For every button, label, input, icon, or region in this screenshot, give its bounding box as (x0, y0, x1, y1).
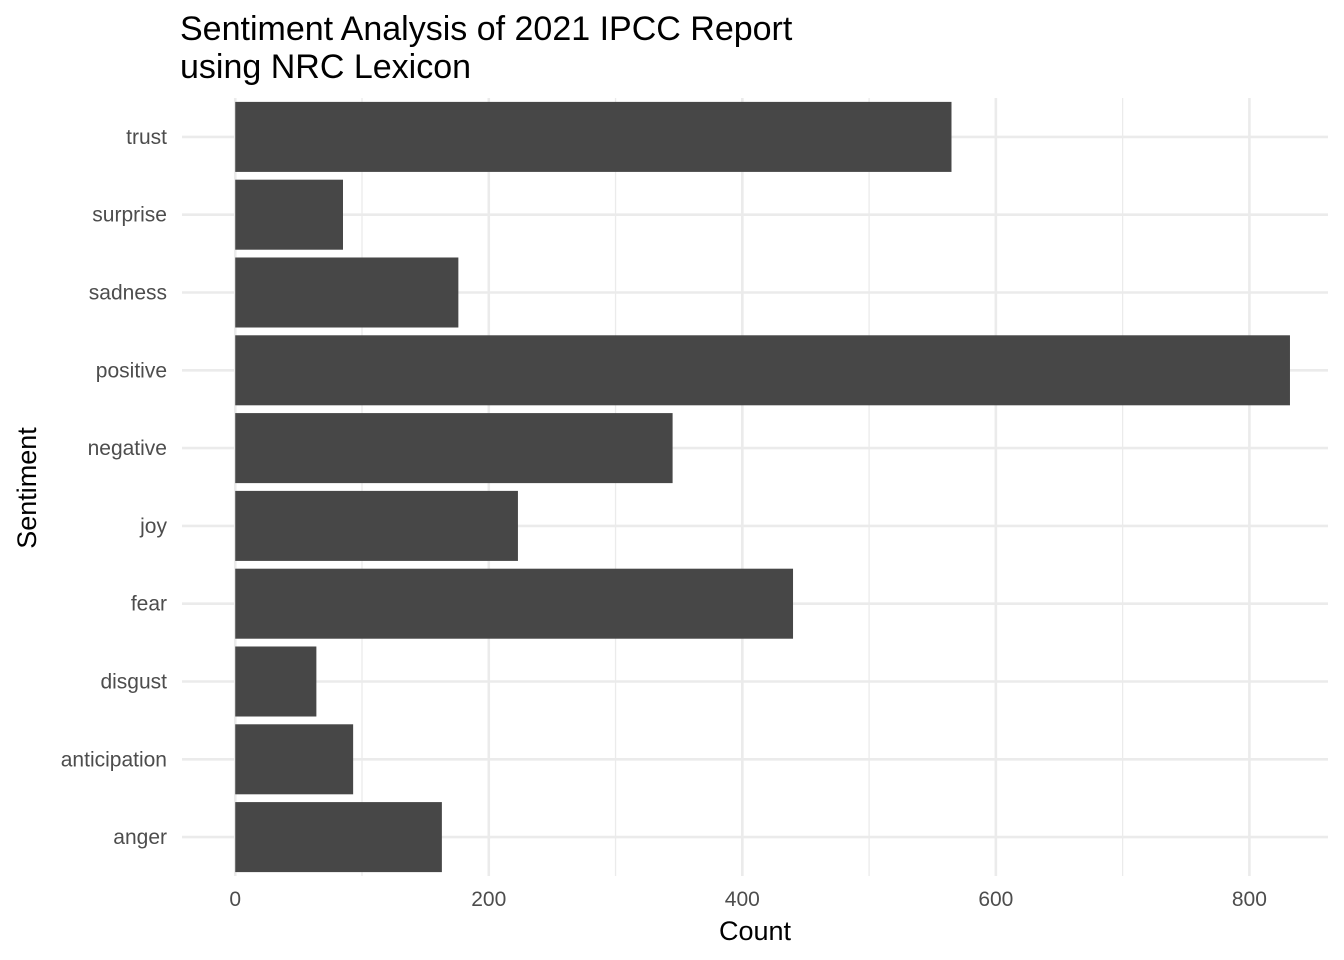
x-tick-label: 0 (229, 888, 241, 911)
bar-positive (235, 335, 1290, 406)
bar-surprise (235, 179, 343, 250)
y-tick-label-anticipation: anticipation (61, 748, 167, 771)
bar-sadness (235, 257, 459, 328)
x-tick-label: 800 (1232, 888, 1267, 911)
y-tick-label-sadness: sadness (89, 282, 167, 305)
y-tick-label-positive: positive (96, 359, 167, 382)
x-axis-title: Count (719, 916, 792, 946)
y-tick-label-trust: trust (126, 126, 167, 149)
bar-negative (235, 413, 673, 484)
grid (182, 98, 1328, 876)
chart-subtitle: using NRC Lexicon (180, 48, 471, 86)
y-tick-label-surprise: surprise (92, 204, 167, 227)
x-tick-label: 400 (725, 888, 760, 911)
y-tick-label-fear: fear (131, 593, 167, 616)
bar-disgust (235, 646, 317, 717)
bar-trust (235, 101, 952, 172)
bar-fear (235, 568, 794, 639)
bar-anticipation (235, 724, 354, 795)
bars (235, 101, 1290, 873)
x-tick-label: 200 (471, 888, 506, 911)
y-tick-label-disgust: disgust (100, 671, 167, 694)
bar-anger (235, 802, 442, 873)
y-tick-label-joy: joy (139, 515, 167, 538)
y-tick-labels: anger anticipation disgust fear joy negative p… (61, 126, 168, 849)
bar-joy (235, 490, 518, 561)
y-axis-title: Sentiment (12, 427, 42, 549)
y-tick-label-negative: negative (88, 437, 167, 460)
x-tick-labels: 0 200 400 600 800 (229, 888, 1267, 911)
y-tick-label-anger: anger (113, 826, 167, 849)
chart-title: Sentiment Analysis of 2021 IPCC Report (180, 10, 793, 48)
x-tick-label: 600 (978, 888, 1013, 911)
